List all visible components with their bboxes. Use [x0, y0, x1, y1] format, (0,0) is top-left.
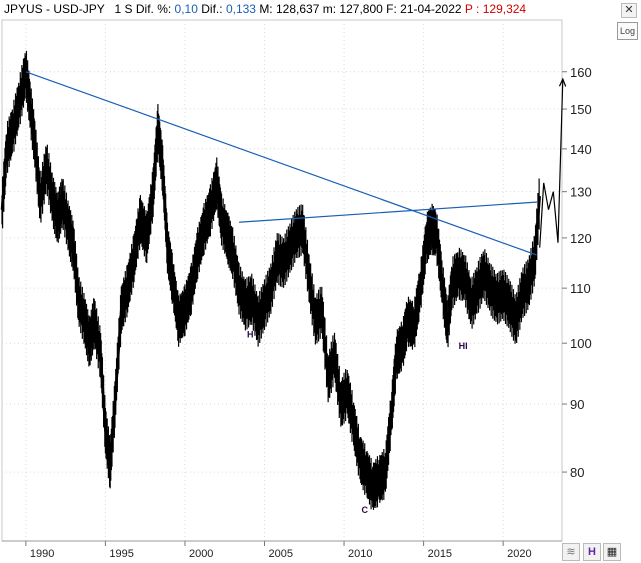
header-separator: -: [42, 2, 54, 16]
x-tick-label: 2015: [428, 548, 452, 560]
y-tick-label: 130: [570, 185, 592, 200]
y-tick-label: 140: [570, 142, 592, 157]
max-value: 128,637: [276, 2, 320, 16]
price-value: 129,324: [482, 2, 527, 16]
timeframe-label[interactable]: 1 S: [114, 2, 133, 16]
y-tick-label: 90: [570, 397, 584, 412]
x-tick-label: 1995: [109, 548, 133, 560]
dif-value: 0,133: [225, 2, 256, 16]
y-tick-label: 150: [570, 102, 592, 117]
projection-path: [539, 78, 564, 248]
annotation-label: C: [362, 505, 369, 515]
history-icon[interactable]: ≋: [562, 543, 580, 561]
range-button[interactable]: H: [583, 543, 601, 561]
price-label: P :: [464, 2, 480, 16]
chart-header: JPYUS - USD-JPY 1 S Dif. %: 0,10 Dif.: 0…: [4, 2, 526, 18]
symbol-code: JPYUS: [4, 2, 43, 16]
date-label: F:: [386, 2, 397, 16]
close-icon[interactable]: ✕: [621, 3, 637, 18]
y-tick-label: 110: [570, 281, 591, 296]
y-tick-label: 100: [570, 336, 592, 351]
min-label: m:: [322, 2, 337, 16]
dif-pct-label: Dif. %:: [135, 2, 172, 16]
min-value: 127,800: [339, 2, 383, 16]
max-label: M:: [259, 2, 273, 16]
trendline-descending: [25, 71, 537, 256]
x-tick-label: 2010: [348, 548, 372, 560]
y-tick-label: 80: [570, 465, 584, 480]
x-tick-label: 2005: [269, 548, 293, 560]
log-scale-button[interactable]: Log: [617, 22, 638, 40]
calendar-icon[interactable]: ▦: [603, 543, 621, 561]
y-tick-label: 120: [570, 231, 592, 246]
symbol-name: USD-JPY: [53, 2, 105, 16]
y-tick-label: 160: [570, 65, 592, 80]
x-tick-label: 2000: [189, 548, 213, 560]
x-tick-label: 1990: [30, 548, 54, 560]
dif-label: Dif.:: [201, 2, 223, 16]
annotation-label: H: [247, 329, 254, 339]
trendline-neckline: [239, 201, 539, 223]
dif-pct-value: 0,10: [174, 2, 198, 16]
annotation-label: HI: [459, 341, 468, 351]
x-tick-label: 2020: [507, 548, 531, 560]
date-value: 21-04-2022: [400, 2, 462, 16]
projection-arrowhead: [558, 77, 567, 87]
